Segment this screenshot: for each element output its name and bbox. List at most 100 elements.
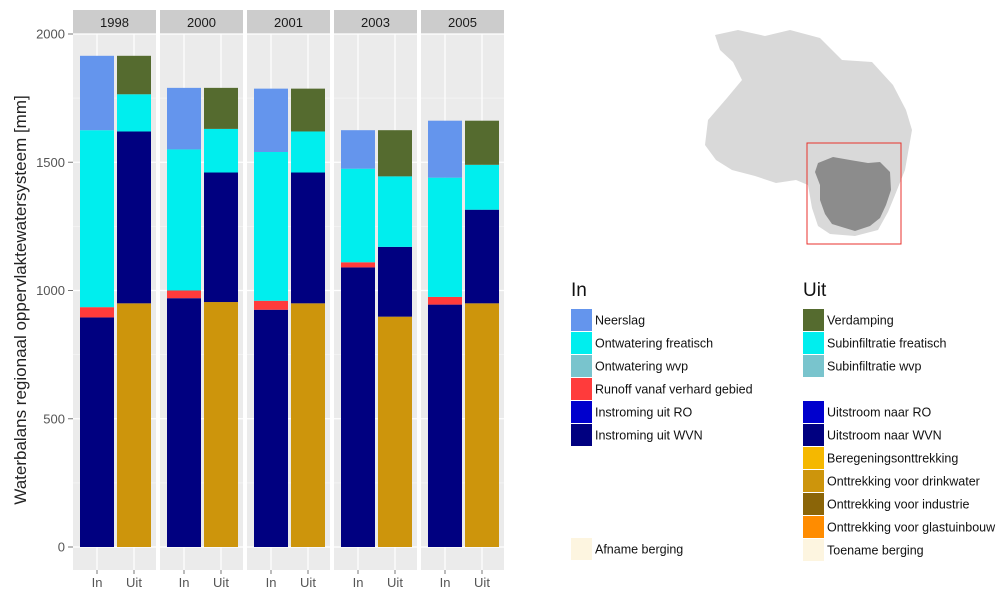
bar-segment xyxy=(341,262,375,268)
bar-segment xyxy=(167,298,201,547)
facet-label: 2000 xyxy=(187,15,216,30)
legend-swatch xyxy=(571,332,592,354)
facet-strip xyxy=(160,10,243,34)
legend-label: Onttrekking voor industrie xyxy=(827,498,969,512)
bar-segment xyxy=(117,303,151,547)
legend-swatch xyxy=(803,424,824,446)
bar-segment xyxy=(428,304,462,547)
legend: In Neerslag Ontwatering freatisch Ontwateri… xyxy=(571,280,996,561)
bar-segment xyxy=(204,128,238,173)
bar-segment xyxy=(378,130,412,177)
legend-label: Instroming uit RO xyxy=(595,406,693,420)
bar-segment xyxy=(378,316,412,547)
x-tick-label: Uit xyxy=(300,575,316,590)
bar-segment xyxy=(80,55,114,131)
legend-label: Onttrekking voor glastuinbouw xyxy=(827,521,996,535)
bar-segment xyxy=(465,164,499,210)
legend-label: Runoff vanaf verhard gebied xyxy=(595,383,753,397)
bar-segment xyxy=(428,177,462,297)
legend-label: Afname berging xyxy=(595,543,683,557)
region-map xyxy=(705,30,912,245)
bar-segment xyxy=(204,172,238,303)
x-tick-label: Uit xyxy=(213,575,229,590)
facet-label: 2003 xyxy=(361,15,390,30)
bar-segment xyxy=(465,120,499,165)
legend-swatch xyxy=(571,355,592,377)
y-axis-title: Waterbalans regionaal oppervlaktewatersy… xyxy=(11,95,30,504)
legend-swatch xyxy=(803,355,824,377)
legend-label: Beregeningsonttrekking xyxy=(827,452,958,466)
bar-segment xyxy=(80,317,114,547)
bar-segment xyxy=(80,130,114,308)
y-axis: 0 500 1000 1500 2000 xyxy=(36,27,73,555)
facet-strip xyxy=(334,10,417,34)
legend-label: Onttrekking voor drinkwater xyxy=(827,475,980,489)
legend-swatch xyxy=(571,401,592,423)
facet-panels: 1998 In Uit 2000 In Uit 2001 In Uit 2003 In Uit 2005… xyxy=(73,10,504,590)
legend-label: Toename berging xyxy=(827,544,924,558)
bar-segment xyxy=(378,246,412,317)
bar-segment xyxy=(428,296,462,305)
facet-strip xyxy=(247,10,330,34)
legend-swatch xyxy=(571,309,592,331)
bar-segment xyxy=(341,130,375,169)
bar-segment xyxy=(291,172,325,304)
facet-label: 2001 xyxy=(274,15,303,30)
legend-title-in: In xyxy=(571,280,587,301)
legend-swatch xyxy=(803,447,824,469)
x-tick-label: In xyxy=(92,575,103,590)
bar-segment xyxy=(117,94,151,132)
x-tick-label: In xyxy=(440,575,451,590)
bar-segment xyxy=(291,88,325,132)
bar-segment xyxy=(378,176,412,247)
legend-label: Ontwatering wvp xyxy=(595,360,688,374)
legend-swatch xyxy=(803,470,824,492)
facet-label: 1998 xyxy=(100,15,129,30)
legend-swatch xyxy=(803,493,824,515)
legend-swatch xyxy=(803,309,824,331)
y-tick-label: 1000 xyxy=(36,283,65,298)
map-highlight-area xyxy=(815,157,891,231)
legend-label: Instroming uit WVN xyxy=(595,429,703,443)
facet-label: 2005 xyxy=(448,15,477,30)
x-tick-label: In xyxy=(266,575,277,590)
legend-label: Subinfiltratie freatisch xyxy=(827,337,947,351)
bar-segment xyxy=(204,87,238,129)
bar-segment xyxy=(254,88,288,152)
x-tick-label: Uit xyxy=(474,575,490,590)
legend-label: Subinfiltratie wvp xyxy=(827,360,922,374)
bar-segment xyxy=(291,303,325,547)
x-tick-label: Uit xyxy=(387,575,403,590)
legend-swatch xyxy=(803,539,824,561)
bar-segment xyxy=(254,151,288,301)
bar-segment xyxy=(341,168,375,263)
bar-segment xyxy=(204,302,238,547)
bar-segment xyxy=(167,87,201,150)
facet-strip xyxy=(73,10,156,34)
legend-swatch xyxy=(803,332,824,354)
bar-segment xyxy=(167,149,201,291)
legend-label: Neerslag xyxy=(595,314,645,328)
legend-label: Uitstroom naar RO xyxy=(827,406,931,420)
legend-swatch xyxy=(571,378,592,400)
bar-segment xyxy=(254,309,288,547)
bar-segment xyxy=(291,131,325,173)
legend-swatch xyxy=(571,538,592,560)
x-tick-label: Uit xyxy=(126,575,142,590)
bar-segment xyxy=(117,131,151,304)
legend-label: Uitstroom naar WVN xyxy=(827,429,942,443)
y-tick-label: 1500 xyxy=(36,155,65,170)
bar-segment xyxy=(80,307,114,318)
bar-segment xyxy=(428,120,462,178)
bar-segment xyxy=(254,300,288,310)
legend-label: Ontwatering freatisch xyxy=(595,337,713,351)
map-selection-frame xyxy=(806,142,902,245)
legend-title-uit: Uit xyxy=(803,280,827,301)
bar-segment xyxy=(167,290,201,299)
bar-segment xyxy=(465,303,499,547)
legend-swatch xyxy=(803,401,824,423)
x-tick-label: In xyxy=(179,575,190,590)
legend-swatch xyxy=(803,516,824,538)
bar-segment xyxy=(117,55,151,95)
